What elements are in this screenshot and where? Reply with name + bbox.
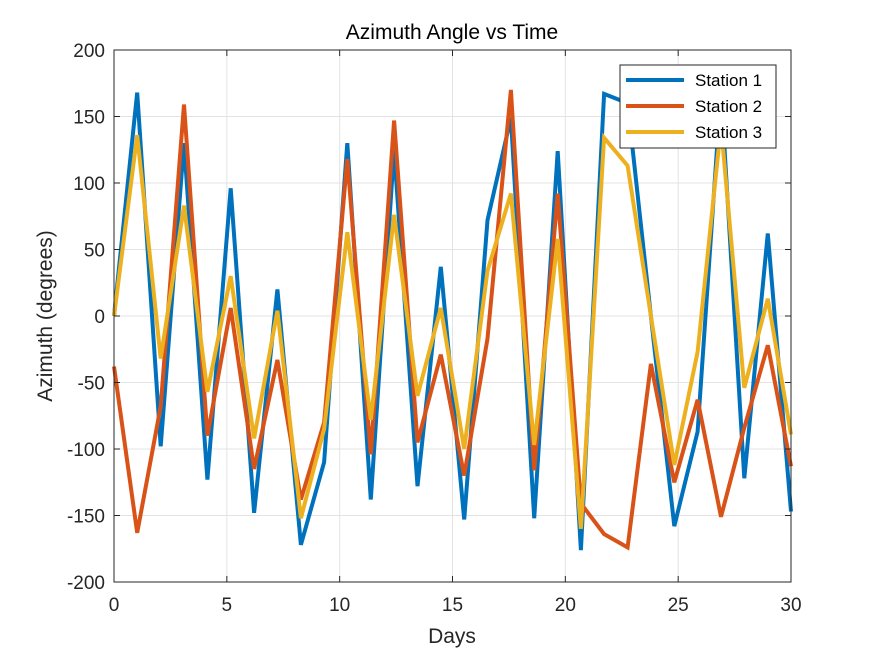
- y-tick-label: -150: [67, 507, 105, 528]
- x-axis-title: Days: [428, 625, 476, 648]
- x-tick-label: 20: [555, 595, 576, 616]
- y-tick-label: 200: [73, 41, 105, 62]
- series-line-station-1: [112, 89, 793, 551]
- tick-labels: 0 5 10 15 20 25 30 -200 -150 -100 -50 0 50 100 150 200: [67, 41, 802, 616]
- x-tick-label: 25: [668, 595, 689, 616]
- y-tick-label: -200: [67, 573, 105, 594]
- legend-label-station-1: Station 1: [695, 71, 762, 90]
- series-line-station-2: [112, 89, 793, 551]
- y-tick-label: -100: [67, 440, 105, 461]
- x-tick-label: 15: [442, 595, 463, 616]
- y-tick-label: 100: [73, 174, 105, 195]
- y-tick-label: 150: [73, 108, 105, 129]
- x-tick-label: 5: [222, 595, 233, 616]
- x-tick-label: 0: [109, 595, 120, 616]
- y-tick-label: 0: [94, 307, 105, 328]
- y-axis-title: Azimuth (degrees): [34, 230, 57, 402]
- y-tick-label: -50: [78, 374, 105, 395]
- legend: Station 1 Station 2 Station 3: [619, 64, 777, 149]
- legend-label-station-2: Station 2: [695, 97, 762, 116]
- y-tick-label: 50: [84, 241, 105, 262]
- series-line-station-3: [112, 125, 793, 529]
- x-tick-label: 30: [780, 595, 801, 616]
- legend-label-station-3: Station 3: [695, 123, 762, 142]
- series-lines: [112, 89, 793, 551]
- ticks: [113, 49, 792, 583]
- x-tick-label: 10: [329, 595, 350, 616]
- chart-title: Azimuth Angle vs Time: [346, 21, 558, 44]
